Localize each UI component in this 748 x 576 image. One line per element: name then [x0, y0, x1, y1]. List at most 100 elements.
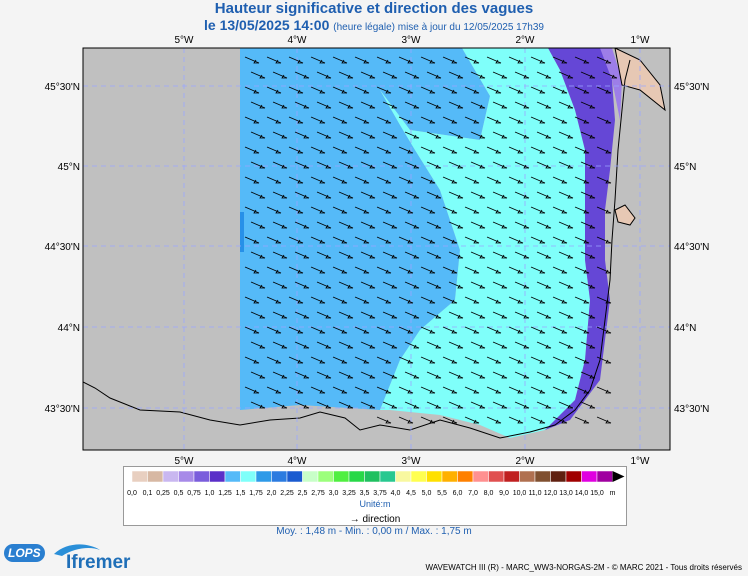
direction-arrow [420, 326, 436, 334]
direction-arrow [448, 101, 464, 109]
direction-arrow [426, 101, 442, 109]
direction-arrow [530, 236, 546, 244]
direction-arrow [464, 116, 480, 124]
legend-level-label: 0,25 [156, 490, 170, 497]
direction-arrow [288, 266, 304, 274]
legend-swatch [178, 470, 195, 483]
legend-swatch [596, 470, 613, 483]
direction-arrow [272, 101, 288, 109]
direction-arrow [244, 56, 260, 64]
direction-arrow [448, 341, 464, 349]
longitude-label: 5°W [175, 35, 195, 46]
direction-arrow [464, 236, 480, 244]
direction-arrow [354, 176, 370, 184]
direction-arrow [272, 341, 288, 349]
direction-arrow [492, 341, 508, 349]
direction-arrow [376, 266, 392, 274]
direction-arrow [508, 356, 524, 364]
legend-swatch [457, 470, 474, 483]
direction-arrow [552, 56, 568, 64]
direction-arrow [250, 311, 266, 319]
direction-arrow [398, 116, 414, 124]
direction-arrow [294, 131, 310, 139]
direction-arrow [272, 311, 288, 319]
direction-arrow [244, 296, 260, 304]
direction-arrow [354, 236, 370, 244]
direction-arrow [404, 251, 420, 259]
direction-arrow [332, 206, 348, 214]
longitude-label: 1°W [631, 456, 651, 467]
legend-swatch [131, 470, 148, 483]
direction-arrow [426, 371, 442, 379]
direction-arrow [492, 281, 508, 289]
direction-arrow [404, 101, 420, 109]
direction-arrow [376, 236, 392, 244]
legend-swatch [255, 470, 272, 483]
direction-arrow [552, 236, 568, 244]
direction-arrow [288, 176, 304, 184]
legend-level-label: 15,0 [590, 490, 604, 497]
direction-arrow [360, 161, 376, 169]
latitude-label: 44°N [58, 323, 80, 334]
direction-arrow [426, 251, 442, 259]
direction-arrow [266, 146, 282, 154]
legend-swatch [410, 470, 427, 483]
direction-arrow [574, 236, 590, 244]
direction-arrow [558, 131, 574, 139]
direction-arrow [338, 161, 354, 169]
direction-arrow [332, 146, 348, 154]
direction-arrow [580, 131, 596, 139]
direction-arrow [508, 386, 524, 394]
direction-arrow [360, 371, 376, 379]
legend-swatch [317, 470, 334, 483]
direction-arrow [514, 101, 530, 109]
direction-arrow [360, 191, 376, 199]
direction-arrow [398, 146, 414, 154]
direction-arrow [508, 266, 524, 274]
direction-arrow [530, 176, 546, 184]
longitude-label: 4°W [288, 35, 308, 46]
direction-arrow [508, 236, 524, 244]
wave-map[interactable]: 5°W 4°W 3°W 2°W 1°W 5°W 4°W 3°W 2°W 1°W 45°30'N4… [0, 0, 748, 470]
legend-swatch [550, 470, 567, 483]
legend-level-label: 13,0 [559, 490, 573, 497]
direction-arrow [360, 341, 376, 349]
direction-arrow [382, 191, 398, 199]
direction-arrow [514, 191, 530, 199]
legend-level-label: 7,0 [468, 490, 478, 497]
direction-arrow [464, 176, 480, 184]
legend-level-label: 3,25 [342, 490, 356, 497]
direction-arrow [310, 176, 326, 184]
direction-arrow [332, 236, 348, 244]
latitude-label: 43°30'N [45, 404, 80, 415]
direction-arrow [316, 161, 332, 169]
legend-overflow-arrow [612, 471, 625, 482]
direction-arrow [574, 146, 590, 154]
direction-arrow [574, 416, 590, 424]
direction-arrow [332, 356, 348, 364]
legend-level-label: 1,25 [218, 490, 232, 497]
direction-arrow [382, 311, 398, 319]
direction-arrow [360, 401, 376, 409]
direction-arrow [316, 101, 332, 109]
direction-arrow [332, 386, 348, 394]
direction-arrow [376, 146, 392, 154]
direction-arrow [470, 251, 486, 259]
direction-arrow [376, 206, 392, 214]
sea-zone-1-75m [240, 212, 244, 252]
direction-arrow [492, 221, 508, 229]
direction-arrow [552, 356, 568, 364]
latitude-label: 45°N [58, 162, 80, 173]
direction-arrow [310, 146, 326, 154]
direction-arrow [508, 116, 524, 124]
direction-arrow [404, 191, 420, 199]
direction-arrow [580, 191, 596, 199]
direction-arrow [486, 176, 502, 184]
direction-arrow [382, 341, 398, 349]
direction-arrow [354, 356, 370, 364]
direction-arrow [288, 86, 304, 94]
direction-arrow [354, 386, 370, 394]
direction-arrow [470, 311, 486, 319]
direction-arrow [558, 191, 574, 199]
direction-arrow [486, 116, 502, 124]
